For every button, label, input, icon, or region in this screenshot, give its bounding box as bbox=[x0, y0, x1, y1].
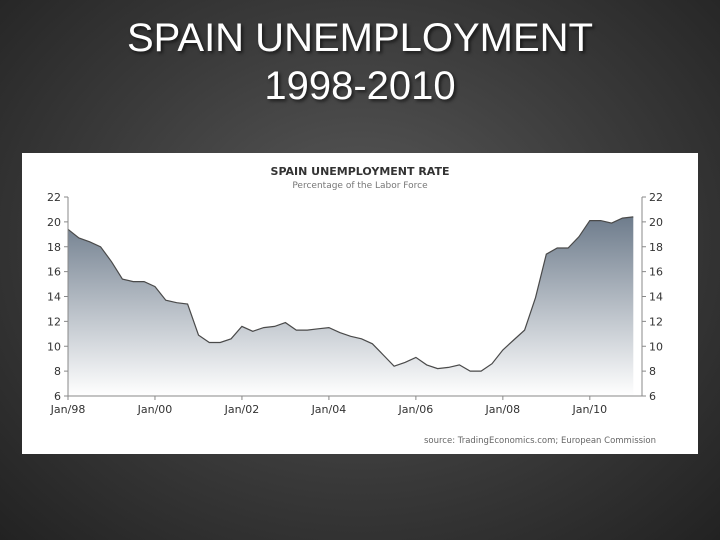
series-line bbox=[67, 216, 634, 372]
y-tick-label-left: 10 bbox=[47, 340, 61, 353]
y-tick-label-left: 20 bbox=[47, 216, 61, 229]
unemployment-chart: SPAIN UNEMPLOYMENT RATE Percentage of th… bbox=[47, 165, 663, 446]
y-tick-label-left: 12 bbox=[47, 315, 61, 328]
y-tick-label-right: 10 bbox=[649, 340, 663, 353]
x-tick-label: Jan/06 bbox=[398, 403, 434, 416]
y-tick-label-right: 6 bbox=[649, 390, 656, 403]
series-area bbox=[68, 216, 634, 396]
x-tick-label: Jan/98 bbox=[50, 403, 86, 416]
y-tick-label-left: 18 bbox=[47, 241, 61, 254]
chart-title: SPAIN UNEMPLOYMENT RATE bbox=[271, 165, 450, 178]
y-tick-label-left: 6 bbox=[54, 390, 61, 403]
slide-title-line2: 1998-2010 bbox=[264, 64, 456, 108]
plot-area: 6 6 8 8 10 10 12 12 14 14 16 16 18 18 20 20 22 22 Jan/98 Ja… bbox=[47, 191, 663, 416]
y-tick-label-right: 22 bbox=[649, 191, 663, 204]
y-tick-label-right: 18 bbox=[649, 241, 663, 254]
x-tick-label: Jan/08 bbox=[485, 403, 521, 416]
chart-panel: SPAIN UNEMPLOYMENT RATE Percentage of th… bbox=[22, 153, 698, 454]
chart-source: source: TradingEconomics.com; European C… bbox=[424, 436, 656, 446]
x-tick-label: Jan/04 bbox=[311, 403, 347, 416]
y-tick-label-right: 14 bbox=[649, 291, 663, 304]
y-tick-label-right: 8 bbox=[649, 365, 656, 378]
x-tick-label: Jan/10 bbox=[571, 403, 607, 416]
y-tick-label-left: 16 bbox=[47, 266, 61, 279]
x-tick-label: Jan/00 bbox=[137, 403, 173, 416]
slide-title-line1: SPAIN UNEMPLOYMENT bbox=[127, 16, 593, 60]
y-tick-label-right: 16 bbox=[649, 266, 663, 279]
y-tick-label-left: 22 bbox=[47, 191, 61, 204]
y-tick-label-left: 8 bbox=[54, 365, 61, 378]
y-tick-label-right: 12 bbox=[649, 315, 663, 328]
y-tick-label-right: 20 bbox=[649, 216, 663, 229]
slide-title: SPAIN UNEMPLOYMENT 1998-2010 bbox=[0, 14, 720, 110]
x-tick-label: Jan/02 bbox=[224, 403, 260, 416]
chart-subtitle: Percentage of the Labor Force bbox=[292, 181, 428, 191]
y-tick-label-left: 14 bbox=[47, 291, 61, 304]
